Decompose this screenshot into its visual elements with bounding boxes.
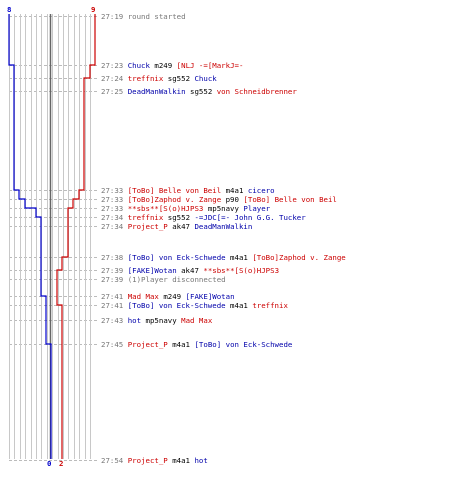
event-weapon: m4a1 — [230, 253, 248, 262]
event-killer: Project_P — [127, 456, 168, 465]
event-victim: DeadManWalkin — [194, 222, 253, 231]
event-row: 27:45 Project_P m4a1 [ToBo] von Eck-Schw… — [101, 340, 292, 349]
event-time: 27:43 — [101, 316, 124, 325]
event-victim: treffnix — [252, 301, 288, 310]
event-victim: [ToBo] Belle von Beil — [243, 195, 337, 204]
event-time: 27:33 — [101, 204, 124, 213]
event-weapon: m4a1 — [172, 456, 191, 465]
event-weapon: p90 — [225, 195, 239, 204]
event-victim: hot — [194, 456, 208, 465]
event-row: 27:43 hot mp5navy Mad Max — [101, 316, 212, 325]
event-row: 27:39 [FAKE]Wotan ak47 **sbs**[S(o)HJPS3 — [101, 266, 279, 275]
event-weapon: mp5navy — [207, 204, 239, 213]
event-killer: [ToBo] von Eck-Schwede — [127, 301, 226, 310]
red-team-line — [56, 14, 96, 459]
event-row: 27:33 [ToBo]Zaphod v. Zange p90 [ToBo] B… — [101, 195, 337, 204]
event-weapon: m4a1 — [225, 186, 244, 195]
event-weapon: ak47 — [181, 266, 199, 275]
event-time: 27:45 — [101, 340, 124, 349]
event-time: 27:39 — [101, 266, 124, 275]
event-row: 27:19 round started — [101, 12, 186, 21]
event-killer: treffnix — [127, 74, 164, 83]
event-victim: [ToBo]Zaphod v. Zange — [252, 253, 346, 262]
event-time: 27:38 — [101, 253, 124, 262]
event-row: 27:33 [ToBo] Belle von Beil m4a1 cicero — [101, 186, 275, 195]
event-weapon: ak47 — [172, 222, 191, 231]
blue-team-end-count: 0 — [47, 459, 52, 468]
event-weapon: sg552 — [167, 74, 191, 83]
event-time: 27:24 — [101, 74, 124, 83]
event-weapon: m249 — [163, 292, 182, 301]
event-weapon: m4a1 — [172, 340, 191, 349]
event-killer: [ToBo] Belle von Beil — [127, 186, 222, 195]
event-row: 27:24 treffnix sg552 Chuck — [101, 74, 217, 83]
event-time: 27:25 — [101, 87, 124, 96]
event-victim: Player — [243, 204, 271, 213]
event-row: 27:41 [ToBo] von Eck-Schwede m4a1 treffn… — [101, 301, 288, 310]
event-victim: Mad Max — [181, 316, 213, 325]
blue-team-line — [8, 14, 52, 459]
event-victim: [NLJ -=[MarkJ=- — [176, 61, 244, 70]
event-row: 27:34 treffnix sg552 -=JDC[=- John G.G. … — [101, 213, 306, 222]
event-time: 27:34 — [101, 213, 124, 222]
event-time: 27:41 — [101, 292, 124, 301]
event-killer: DeadManWalkin — [127, 87, 186, 96]
event-weapon: m4a1 — [230, 301, 248, 310]
event-killer: Mad Max — [127, 292, 159, 301]
event-time: 27:33 — [101, 186, 124, 195]
event-time: 27:23 — [101, 61, 124, 70]
event-row: 27:38 [ToBo] von Eck-Schwede m4a1 [ToBo]… — [101, 253, 346, 262]
event-weapon: sg552 — [167, 213, 191, 222]
event-victim: von Schneidbrenner — [216, 87, 297, 96]
event-victim: Chuck — [194, 74, 217, 83]
event-weapon: sg552 — [190, 87, 213, 96]
event-weapon: mp5navy — [145, 316, 177, 325]
event-row: 27:33 **sbs**[S(o)HJPS3 mp5navy Player — [101, 204, 270, 213]
event-row: 27:23 Chuck m249 [NLJ -=[MarkJ=- — [101, 61, 243, 70]
blue-team-start-count: 8 — [7, 5, 12, 14]
event-row: 27:34 Project_P ak47 DeadManWalkin — [101, 222, 252, 231]
event-row: 27:54 Project_P m4a1 hot — [101, 456, 208, 465]
event-victim: -=JDC[=- John G.G. Tucker — [194, 213, 306, 222]
event-killer: [ToBo] von Eck-Schwede — [127, 253, 226, 262]
red-team-end-count: 2 — [59, 459, 64, 468]
event-time: 27:19 — [101, 12, 124, 21]
event-time: 27:39 — [101, 275, 124, 284]
event-killer: treffnix — [127, 213, 164, 222]
event-victim: cicero — [247, 186, 275, 195]
event-time: 27:34 — [101, 222, 124, 231]
event-killer: Chuck — [127, 61, 150, 70]
event-row: 27:25 DeadManWalkin sg552 von Schneidbre… — [101, 87, 297, 96]
event-row: 27:41 Mad Max m249 [FAKE]Wotan — [101, 292, 235, 301]
event-victim: [FAKE]Wotan — [185, 292, 235, 301]
event-system-message: (1)Player disconnected — [127, 275, 226, 284]
event-system-message: round started — [127, 12, 186, 21]
event-killer: hot — [127, 316, 142, 325]
event-row: 27:39 (1)Player disconnected — [101, 275, 226, 284]
event-victim: [ToBo] von Eck-Schwede — [194, 340, 293, 349]
event-time: 27:54 — [101, 456, 124, 465]
event-weapon: m249 — [154, 61, 173, 70]
event-time: 27:33 — [101, 195, 124, 204]
event-killer: [ToBo]Zaphod v. Zange — [127, 195, 222, 204]
event-time: 27:41 — [101, 301, 124, 310]
event-killer: [FAKE]Wotan — [127, 266, 177, 275]
event-victim: **sbs**[S(o)HJPS3 — [203, 266, 280, 275]
event-killer: Project_P — [127, 340, 168, 349]
red-team-start-count: 9 — [91, 5, 96, 14]
event-killer: **sbs**[S(o)HJPS3 — [127, 204, 204, 213]
event-killer: Project_P — [127, 222, 168, 231]
